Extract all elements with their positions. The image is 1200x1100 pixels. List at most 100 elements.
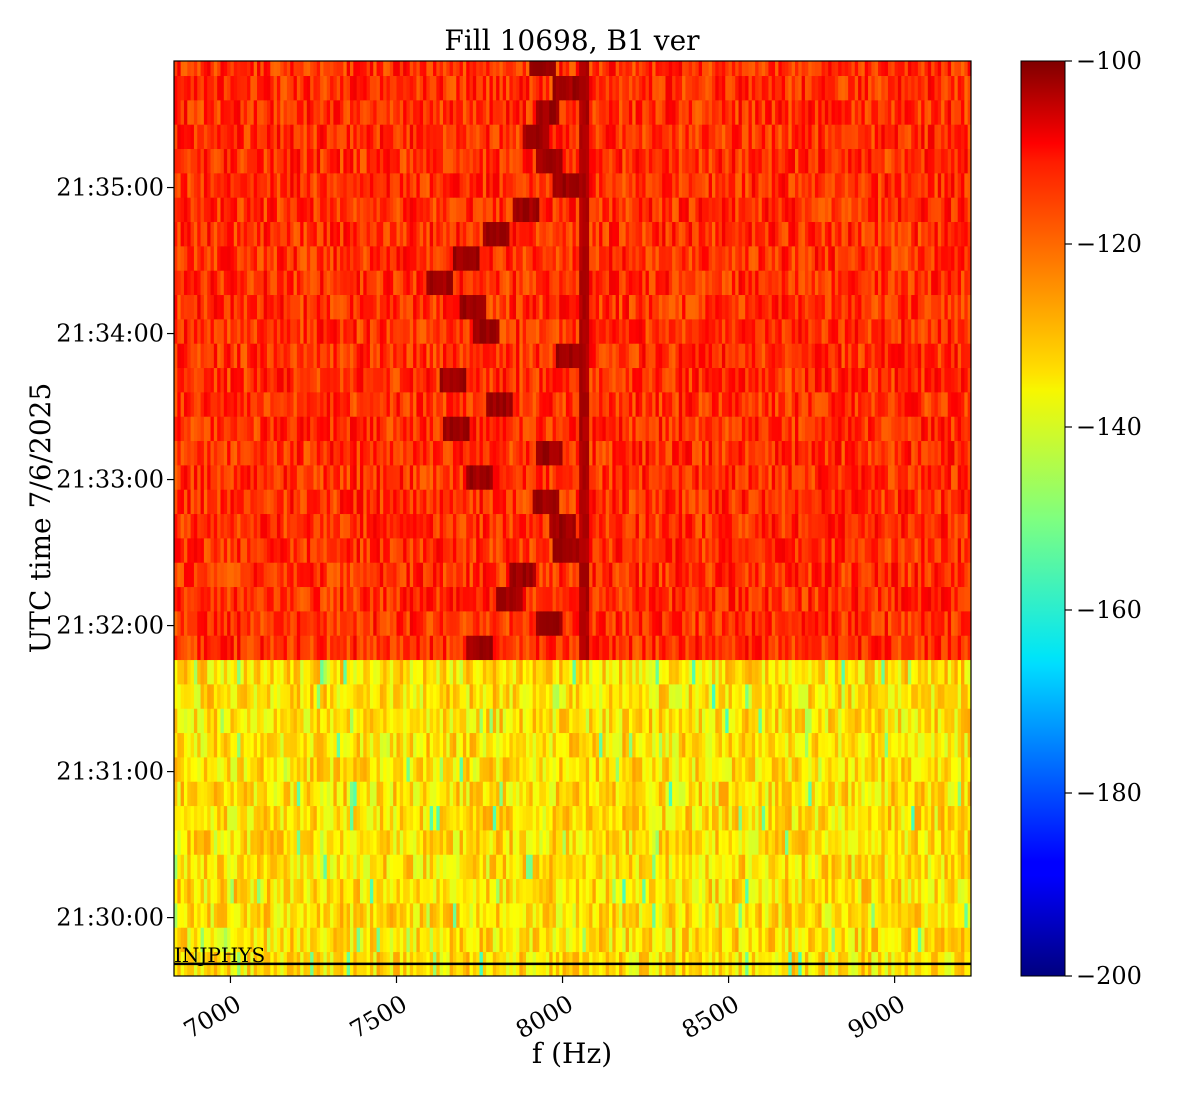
heatmap-cell [369,781,374,807]
heatmap-cell [672,756,676,782]
heatmap-cell [416,513,421,539]
heatmap-cell [469,683,474,709]
heatmap-cell [376,537,381,563]
heatmap-cell [383,610,387,636]
heatmap-cell [266,537,271,563]
heatmap-cell [565,854,570,880]
heatmap-cell [243,781,248,807]
heatmap-cell [482,513,487,539]
heatmap-cell [808,659,812,685]
heatmap-cell [452,902,457,928]
heatmap-cell [472,708,477,734]
heatmap-cell [346,659,351,685]
heatmap-cell [266,489,271,515]
heatmap-cell [914,902,919,928]
heatmap-cell [489,781,494,807]
heatmap-cell [233,464,238,490]
heatmap-cell [625,513,630,539]
heatmap-cell [456,829,460,855]
heatmap-cell [290,829,294,855]
heatmap-cell [721,805,726,831]
heatmap-cell [320,610,324,636]
heatmap-cell [446,732,451,758]
heatmap-cell [964,927,969,953]
heatmap-cell [260,586,265,612]
heatmap-cell [878,854,882,880]
heatmap-cell [798,659,803,685]
heatmap-cell [273,562,278,588]
heatmap-cell [804,683,809,709]
heatmap-cell [911,513,915,539]
heatmap-cell [496,659,500,685]
heatmap-cell [582,732,587,758]
heatmap-cell [303,610,308,636]
heatmap-cell [648,708,653,734]
heatmap-cell [658,756,663,782]
heatmap-cell [931,635,935,661]
heatmap-cell [532,878,537,904]
heatmap-cell [462,708,467,734]
heatmap-cell [662,683,666,709]
heatmap-cell [848,781,852,807]
heatmap-cell [386,829,391,855]
heatmap-cell [253,781,258,807]
heatmap-cell [353,562,358,588]
heatmap-cell [781,732,786,758]
heatmap-cell [220,537,225,563]
heatmap-cell [286,805,291,831]
heatmap-cell [642,829,646,855]
heatmap-cell [210,489,215,515]
heatmap-cell [967,610,972,636]
heatmap-cell [854,635,859,661]
heatmap-cell [363,683,368,709]
heatmap-cell [871,537,876,563]
heatmap-cell [698,927,703,953]
heatmap-cell [761,489,766,515]
heatmap-cell [257,854,261,880]
heatmap-cell [741,927,746,953]
heatmap-cell [423,635,427,661]
heatmap-cell [313,732,318,758]
heatmap-cell [452,659,457,685]
heatmap-cell [260,732,265,758]
heatmap-cell [456,586,460,612]
heatmap-cell [841,586,846,612]
heatmap-cell [937,513,942,539]
heatmap-cell [801,659,806,685]
heatmap-cell [336,489,341,515]
heatmap-cell [486,464,490,490]
heatmap-cell [721,878,726,904]
heatmap-cell [183,683,188,709]
heatmap-cell [944,683,949,709]
heatmap-cell [406,586,411,612]
heatmap-cell [967,878,972,904]
heatmap-cell [605,708,610,734]
heatmap-cell [559,489,563,515]
heatmap-cell [778,854,783,880]
heatmap-cell [462,878,467,904]
heatmap-cell [399,902,404,928]
heatmap-cell [775,562,779,588]
heatmap-cell [804,610,809,636]
heatmap-cell [778,708,783,734]
heatmap-cell [482,756,487,782]
heatmap-cell [240,781,245,807]
heatmap-cell [954,829,959,855]
heatmap-cell [174,513,178,539]
heatmap-cell [469,732,474,758]
heatmap-cell [476,659,480,685]
heatmap-cell [798,781,803,807]
heatmap-cell [861,513,866,539]
heatmap-cell [545,927,550,953]
heatmap-cell [565,464,570,490]
heatmap-cell [804,562,809,588]
heatmap-cell [303,756,308,782]
heatmap-cell [393,732,397,758]
heatmap-cell [177,464,182,490]
heatmap-cell [848,683,852,709]
heatmap-cell [811,562,816,588]
heatmap-cell [921,659,925,685]
heatmap-cell [403,756,407,782]
heatmap-cell [356,781,361,807]
heatmap-cell [569,513,573,539]
